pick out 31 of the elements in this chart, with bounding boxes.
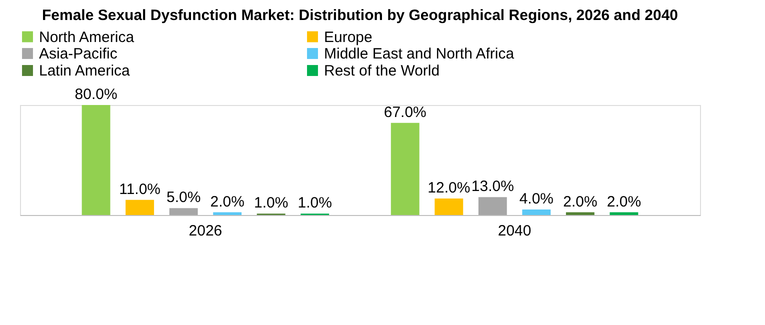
legend-label: Rest of the World xyxy=(324,62,440,80)
bar xyxy=(434,198,464,215)
legend-label: Asia-Pacific xyxy=(39,46,118,62)
bar xyxy=(478,197,507,215)
bar xyxy=(390,122,420,215)
data-label: 2.0% xyxy=(210,193,244,210)
bar xyxy=(169,208,198,215)
data-label: 2.0% xyxy=(563,193,598,210)
legend-label: Middle East and North Africa xyxy=(324,46,515,62)
bar xyxy=(610,212,638,215)
bar xyxy=(522,210,551,215)
data-label: 2.0% xyxy=(606,193,642,210)
bar xyxy=(126,200,154,215)
data-label: 1.0% xyxy=(298,194,332,212)
bar xyxy=(213,212,242,215)
bar xyxy=(82,105,110,215)
legend-label: North America xyxy=(39,28,135,46)
data-label: 5.0% xyxy=(166,189,201,206)
data-label: 67.0% xyxy=(384,104,426,121)
data-label: 4.0% xyxy=(519,190,554,208)
data-label: 11.0% xyxy=(119,180,161,198)
chart-title: Female Sexual Dysfunction Market: Distribution by Geographical Regions, 2026 and 2040 xyxy=(42,7,678,24)
bar xyxy=(566,212,594,215)
x-tick-label: 2040 xyxy=(498,222,532,240)
legend-label: Latin America xyxy=(39,62,131,80)
data-label: 12.0% xyxy=(428,180,470,196)
data-label: 1.0% xyxy=(254,194,288,212)
data-label: 80.0% xyxy=(74,86,118,103)
legend-label: Europe xyxy=(324,28,372,46)
data-label: 13.0% xyxy=(471,178,514,196)
x-tick-label: 2026 xyxy=(188,222,222,240)
